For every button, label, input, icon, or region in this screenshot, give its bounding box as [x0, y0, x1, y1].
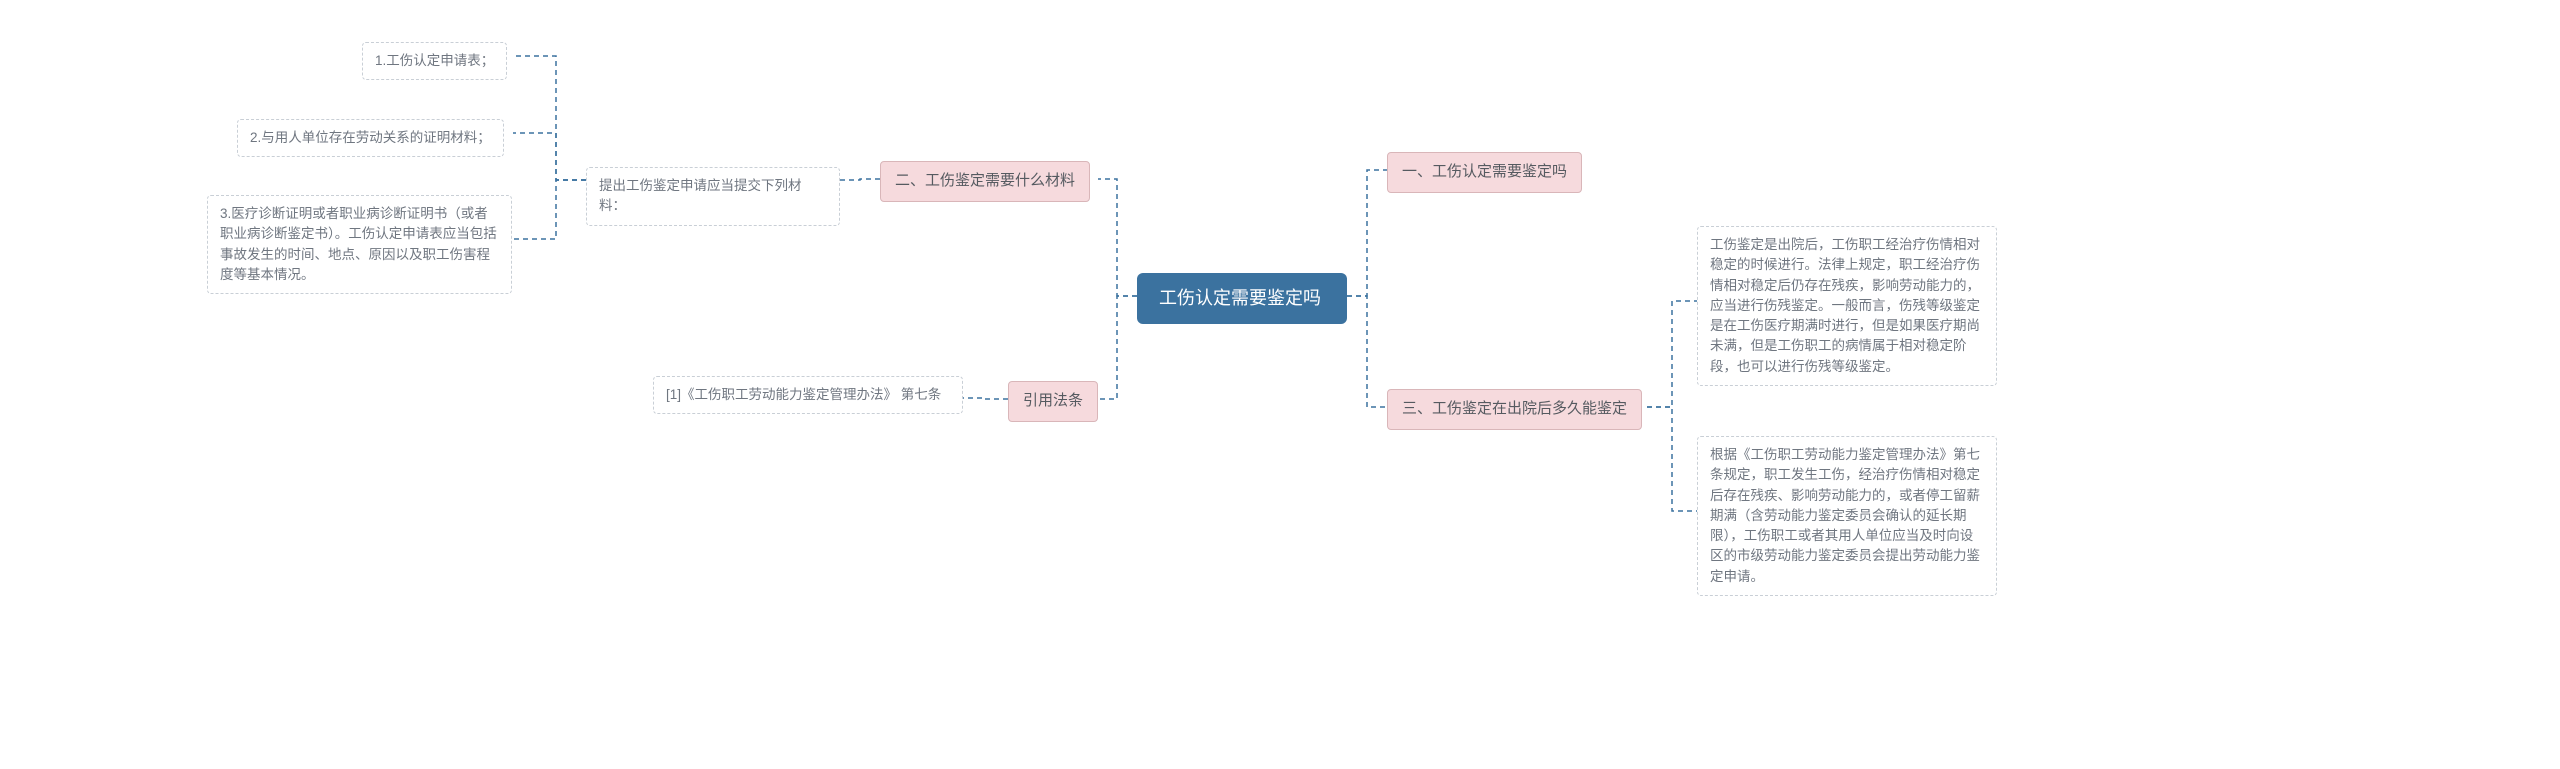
leaf-lref1: [1]《工伤职工劳动能力鉴定管理办法》 第七条: [653, 376, 963, 414]
leaf-r3a: 工伤鉴定是出院后，工伤职工经治疗伤情相对稳定的时候进行。法律上规定，职工经治疗伤…: [1697, 226, 1997, 386]
branch-l2[interactable]: 二、工伤鉴定需要什么材料: [880, 161, 1090, 202]
connector-layer: [0, 0, 2560, 769]
leaf-r3b: 根据《工伤职工劳动能力鉴定管理办法》第七条规定，职工发生工伤，经治疗伤情相对稳定…: [1697, 436, 1997, 596]
root-node[interactable]: 工伤认定需要鉴定吗: [1137, 273, 1347, 324]
leaf-l2a: 提出工伤鉴定申请应当提交下列材料：: [586, 167, 840, 226]
leaf-l2a1: 1.工伤认定申请表；: [362, 42, 507, 80]
branch-r3[interactable]: 三、工伤鉴定在出院后多久能鉴定: [1387, 389, 1642, 430]
leaf-l2a3: 3.医疗诊断证明或者职业病诊断证明书（或者职业病诊断鉴定书）。工伤认定申请表应当…: [207, 195, 512, 294]
branch-r1[interactable]: 一、工伤认定需要鉴定吗: [1387, 152, 1582, 193]
branch-lref[interactable]: 引用法条: [1008, 381, 1098, 422]
leaf-l2a2: 2.与用人单位存在劳动关系的证明材料；: [237, 119, 504, 157]
